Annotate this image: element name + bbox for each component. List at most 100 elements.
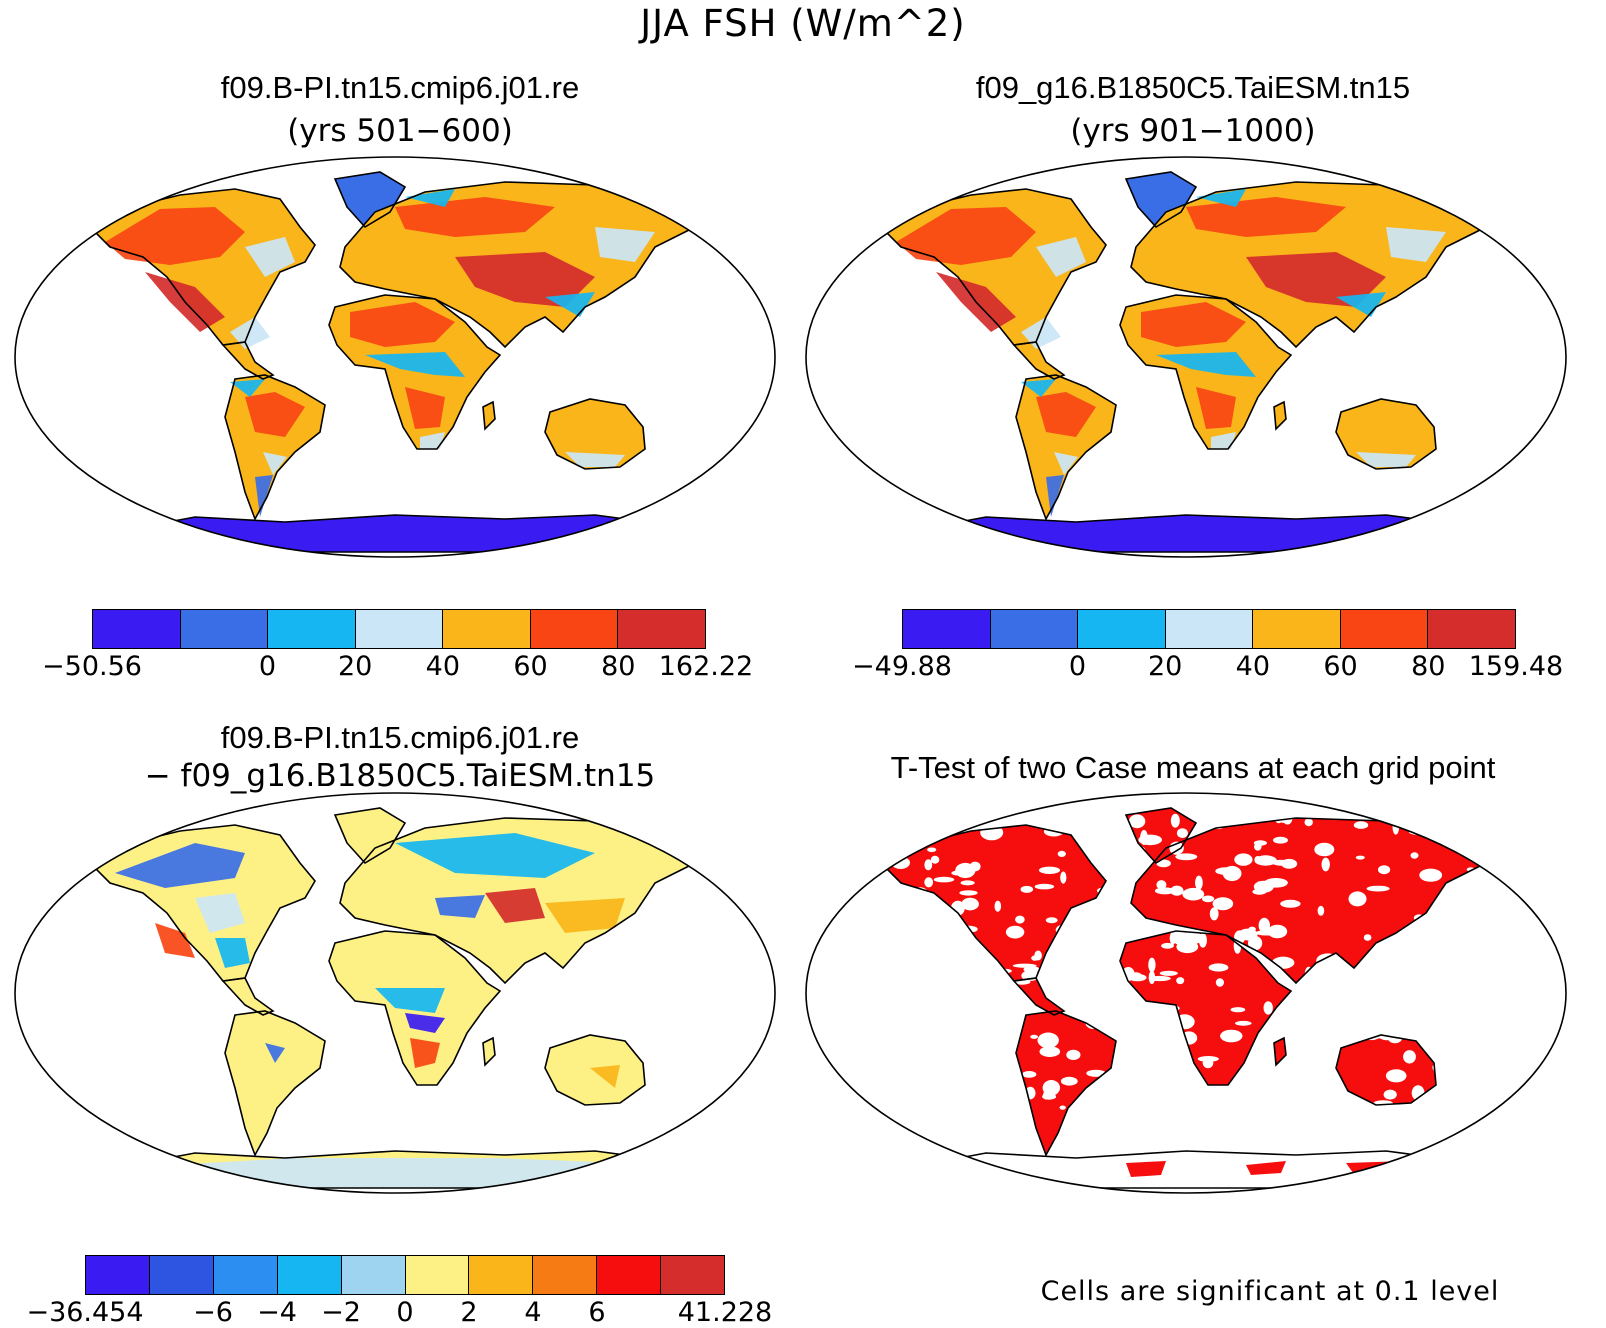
nonsignificant-cell: [1165, 1020, 1177, 1037]
colorbar-tick-label: 40: [1235, 651, 1271, 682]
nonsignificant-cell: [1428, 991, 1449, 1004]
coastline-antarctica: [855, 1150, 1519, 1189]
coastline-australia: [1335, 1034, 1437, 1106]
nonsignificant-cell: [1304, 966, 1313, 981]
nonsignificant-cell: [1410, 987, 1419, 1001]
nonsignificant-cell: [1445, 908, 1465, 919]
map-boundary: [14, 792, 776, 1194]
coastline-greenland: [1124, 171, 1198, 229]
nonsignificant-cell: [978, 1035, 999, 1048]
nonsignificant-cell: [1020, 885, 1034, 893]
colorbar-tick-label: 4: [524, 1297, 542, 1328]
colorbar-tick-label: −4: [257, 1297, 297, 1328]
field-patch: [395, 197, 555, 237]
nonsignificant-cell: [930, 1030, 951, 1037]
field-patch: [245, 392, 305, 437]
colorbar-tick-label: −36.454: [26, 1297, 144, 1328]
nonsignificant-cell: [1133, 1018, 1154, 1024]
coastline-africa: [1119, 294, 1293, 450]
nonsignificant-cell: [991, 1002, 1002, 1016]
nonsignificant-cell: [1175, 853, 1198, 861]
colorbar-swatch: [86, 1256, 149, 1294]
nonsignificant-cell: [1141, 920, 1158, 935]
colorbar-tick-label: −6: [193, 1297, 233, 1328]
colorbar-swatch: [1339, 610, 1428, 648]
field-patch: [263, 452, 287, 475]
colorbar-tick-label: 60: [1323, 651, 1358, 682]
nonsignificant-cell: [1030, 1034, 1038, 1039]
field-patch: [155, 923, 195, 958]
coastline-africa: [328, 294, 502, 450]
landmass-centralAmerica: [1014, 978, 1064, 1015]
nonsignificant-cell: [1403, 1050, 1416, 1064]
nonsignificant-cell: [1202, 1057, 1214, 1069]
field-patch: [65, 1158, 725, 1188]
coastline-centralAmerica: [221, 977, 275, 1016]
colorbar-swatch: [529, 610, 618, 648]
nonsignificant-cell: [1057, 850, 1066, 857]
field-patch: [1186, 197, 1346, 237]
nonsignificant-cell: [1323, 1081, 1330, 1096]
coastline-antarctica: [855, 514, 1519, 553]
field-patch: [265, 1043, 285, 1063]
field-patch: [545, 898, 625, 933]
nonsignificant-cell: [938, 947, 958, 952]
panel-case1-title: f09.B-PI.tn15.cmip6.j01.re: [220, 70, 580, 105]
nonsignificant-cell: [1355, 855, 1365, 860]
nonsignificant-cell: [1031, 955, 1039, 961]
nonsignificant-cell: [1089, 996, 1097, 1006]
field-patch: [1046, 475, 1064, 517]
nonsignificant-cell: [1148, 957, 1156, 973]
field-patch: [1246, 252, 1386, 307]
colorbar-tick-label: 60: [513, 651, 548, 682]
coastline-antarctica: [64, 514, 728, 553]
nonsignificant-cell: [1047, 981, 1056, 995]
panel-ttest-title: T-Test of two Case means at each grid po…: [890, 750, 1496, 785]
field-patch: [1021, 379, 1056, 397]
colorbar-swatch: [468, 1256, 533, 1294]
colorbar-swatch: [354, 610, 443, 648]
field-patch: [395, 833, 595, 878]
nonsignificant-cell: [1060, 1076, 1078, 1086]
colorbar-tick-label: −2: [321, 1297, 361, 1328]
panel-case1-subtitle: (yrs 501−600): [287, 113, 513, 149]
field-patch: [255, 475, 273, 517]
nonsignificant-cell: [1034, 883, 1055, 890]
nonsignificant-cell: [1304, 818, 1313, 827]
nonsignificant-cell: [1348, 891, 1367, 907]
figure-title: JJA FSH (W/m^2): [640, 2, 966, 45]
field-patch: [1386, 227, 1446, 262]
coastline-greenland: [1124, 807, 1198, 865]
nonsignificant-cell: [1258, 917, 1270, 934]
field-patch: [896, 207, 1036, 265]
nonsignificant-cell: [1182, 887, 1205, 901]
nonsignificant-cell: [1042, 1080, 1060, 1096]
nonsignificant-cell: [1161, 942, 1174, 949]
nonsignificant-cell: [1459, 990, 1475, 1004]
nonsignificant-cell: [924, 877, 934, 888]
colorbar-swatch: [148, 1256, 213, 1294]
nonsignificant-cell: [1140, 830, 1148, 845]
nonsignificant-cell: [1418, 979, 1427, 986]
map-ttest: [805, 792, 1567, 1194]
nonsignificant-cell: [1410, 852, 1419, 859]
coastline-antarctica: [64, 1150, 728, 1189]
nonsignificant-cell: [1349, 1012, 1359, 1026]
nonsignificant-cell: [1314, 842, 1335, 857]
colorbar-cb1: [92, 609, 706, 649]
nonsignificant-cell: [1397, 980, 1409, 987]
nonsignificant-cell: [1042, 1093, 1057, 1100]
nonsignificant-cell: [1414, 1006, 1427, 1020]
field-patch: [485, 888, 545, 923]
nonsignificant-cell: [1116, 894, 1134, 899]
nonsignificant-cell: [1182, 1078, 1206, 1083]
nonsignificant-cell: [1359, 1012, 1368, 1026]
nonsignificant-cell: [998, 1083, 1015, 1097]
nonsignificant-cell: [1152, 1084, 1171, 1090]
colorbar-swatch: [267, 610, 355, 648]
coastline-southAmerica: [1015, 1010, 1117, 1157]
nonsignificant-cell: [1339, 1005, 1355, 1016]
colorbar-tick-label: 162.22: [658, 651, 754, 682]
nonsignificant-cell: [1317, 905, 1325, 916]
nonsignificant-cell: [1230, 1007, 1246, 1013]
